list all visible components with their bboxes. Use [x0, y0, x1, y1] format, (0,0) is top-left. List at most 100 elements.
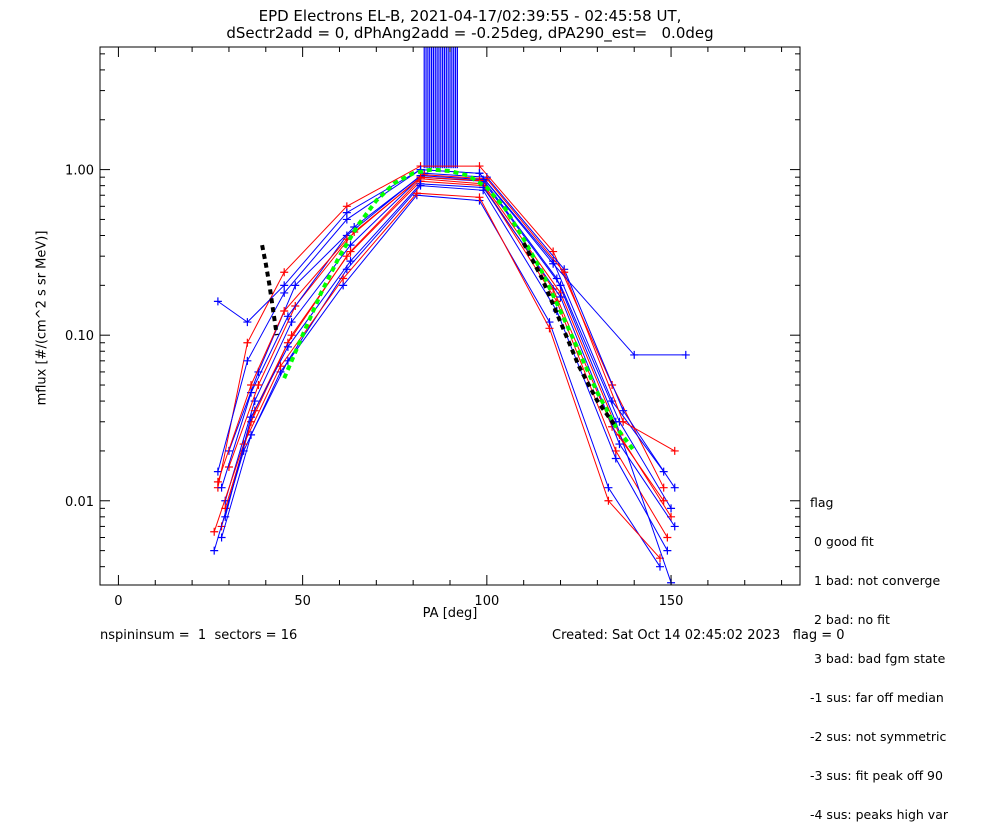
- data-point: [339, 281, 348, 290]
- legend-item-2: 2 bad: no fit: [810, 612, 890, 627]
- data-point: [670, 522, 679, 531]
- series-line: [213, 194, 661, 567]
- data-point: [254, 381, 263, 390]
- legend-title: flag: [810, 495, 834, 510]
- series-13: [221, 179, 679, 531]
- data-point: [475, 193, 484, 202]
- series-line: [224, 178, 672, 518]
- series-line: [217, 169, 686, 356]
- data-point: [247, 413, 256, 422]
- data-point: [659, 483, 668, 492]
- fit-curve-0: [282, 167, 636, 453]
- x-tick-label: 150: [659, 594, 684, 609]
- series-line: [217, 165, 665, 488]
- data-point: [291, 281, 300, 290]
- data-layer: [210, 47, 690, 585]
- data-point: [545, 324, 554, 333]
- x-tick-label: 0: [114, 594, 122, 609]
- data-point: [416, 173, 425, 182]
- chart-title: EPD Electrons EL-B, 2021-04-17/02:39:55 …: [258, 7, 682, 25]
- data-point: [243, 356, 252, 365]
- data-point: [210, 546, 219, 555]
- legend-item-1: 1 bad: not converge: [810, 573, 941, 588]
- data-point: [342, 208, 351, 217]
- y-axis-label: mflux [#/(cm^2 s sr MeV)]: [34, 230, 50, 406]
- series-line: [217, 169, 665, 472]
- data-point: [250, 397, 259, 406]
- y-tick-label: 0.01: [65, 495, 94, 510]
- series-line: [224, 176, 672, 509]
- data-point: [416, 179, 425, 188]
- data-point: [604, 483, 613, 492]
- data-point: [681, 350, 690, 359]
- data-point: [217, 533, 226, 542]
- data-point: [549, 259, 558, 268]
- data-point: [280, 268, 289, 277]
- data-point: [663, 546, 672, 555]
- data-point: [280, 306, 289, 315]
- series-0: [213, 162, 668, 492]
- data-point: [287, 318, 296, 327]
- y-tick-label: 0.10: [65, 329, 94, 344]
- data-point: [556, 293, 565, 302]
- data-point: [611, 454, 620, 463]
- series-12: [213, 173, 668, 505]
- data-point: [549, 247, 558, 256]
- data-point: [339, 274, 348, 283]
- data-point: [243, 318, 252, 327]
- data-point: [213, 477, 222, 486]
- vertical-bars: [423, 47, 458, 169]
- series-7: [210, 189, 664, 563]
- footer-left: nspininsum = 1 sectors = 16: [100, 628, 298, 643]
- data-point: [475, 162, 484, 171]
- data-point: [247, 381, 256, 390]
- data-point: [619, 406, 628, 415]
- series-3: [217, 181, 672, 555]
- data-point: [479, 175, 488, 184]
- data-point: [656, 562, 664, 571]
- data-point: [283, 312, 292, 321]
- data-point: [615, 440, 624, 449]
- legend-item-0: 0 good fit: [810, 534, 874, 549]
- series-line: [217, 176, 665, 502]
- legend-item-6: -3 sus: fit peak off 90: [810, 768, 943, 783]
- fit-curve-1: [260, 244, 279, 336]
- data-point: [670, 483, 679, 492]
- series-10: [213, 165, 690, 359]
- series-1: [213, 165, 668, 476]
- data-point: [619, 417, 628, 426]
- legend-item-7: -4 sus: peaks high var: [810, 807, 949, 822]
- chart-subtitle: dSectr2add = 0, dPhAng2add = -0.25deg, d…: [226, 24, 714, 42]
- axis-layer: 0 50 100 150 0.01 0.10 1.00: [65, 47, 800, 609]
- data-point: [475, 169, 484, 178]
- data-point: [346, 247, 355, 256]
- data-point: [342, 215, 351, 224]
- data-point: [552, 274, 561, 283]
- legend: flag 0 good fit 1 bad: not converge 2 ba…: [810, 470, 948, 834]
- y-tick-label: 1.00: [65, 164, 94, 179]
- data-point: [210, 527, 219, 536]
- data-point: [280, 281, 289, 290]
- x-tick-label: 100: [474, 594, 499, 609]
- data-point: [287, 331, 296, 340]
- data-point: [346, 257, 355, 266]
- data-point: [630, 350, 639, 359]
- data-point: [604, 496, 613, 505]
- chart: 0 50 100 150 0.01 0.10 1.00: [65, 46, 801, 609]
- series-5: [221, 174, 676, 521]
- data-point: [221, 512, 230, 521]
- data-point: [280, 288, 289, 297]
- series-8: [224, 169, 679, 492]
- legend-item-5: -2 sus: not symmetric: [810, 729, 947, 744]
- legend-item-4: -1 sus: far off median: [810, 690, 944, 705]
- data-point: [412, 189, 421, 198]
- footer-right: Created: Sat Oct 14 02:45:02 2023 flag =…: [552, 628, 845, 643]
- data-point: [283, 342, 292, 351]
- data-point: [663, 533, 672, 542]
- series-line: [221, 175, 672, 583]
- x-axis-label: PA [deg]: [422, 606, 478, 621]
- data-point: [670, 446, 679, 455]
- fit-curve-2: [521, 242, 618, 428]
- data-point: [243, 338, 252, 347]
- legend-item-3: 3 bad: bad fgm state: [810, 651, 946, 666]
